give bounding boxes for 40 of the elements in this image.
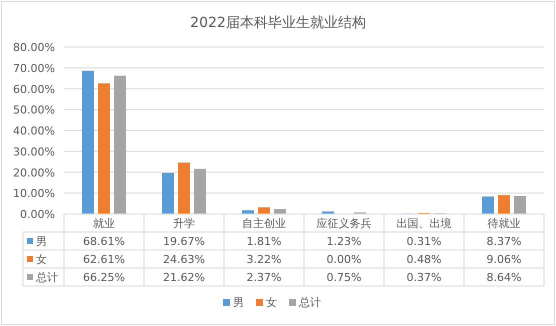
data-label: 8.64% — [486, 271, 522, 284]
data-label: 0.75% — [326, 271, 362, 284]
y-tick-label: 30.00% — [13, 145, 55, 158]
data-label: 0.37% — [406, 271, 442, 284]
data-label: 62.61% — [83, 253, 125, 266]
x-tick-label: 就业 — [93, 217, 115, 230]
y-tick-label: 70.00% — [13, 62, 55, 75]
y-tick-label: 60.00% — [13, 82, 55, 96]
y-tick-label: 80.00% — [13, 41, 55, 54]
data-label: 1.23% — [326, 235, 362, 248]
data-label: 0.00% — [326, 253, 362, 266]
x-tick-label: 升学 — [173, 217, 195, 230]
data-label: 0.31% — [406, 235, 442, 248]
data-label: 9.06% — [486, 253, 522, 266]
y-tick-label: 10.00% — [13, 187, 55, 200]
data-label: 21.62% — [163, 271, 205, 284]
legend-label: 总计 — [35, 271, 58, 284]
y-tick-label: 0.00% — [20, 208, 55, 221]
text: 男 — [233, 296, 244, 309]
y-tick-label: 20.00% — [13, 166, 55, 180]
y-tick-label: 40.00% — [13, 124, 55, 138]
x-tick-label: 出国、出境 — [396, 217, 452, 230]
data-label: 66.25% — [83, 271, 125, 284]
data-label: 19.67% — [163, 235, 205, 248]
text: 总计 — [299, 296, 321, 309]
legend-label: 男 — [36, 235, 47, 248]
data-label: 8.37% — [486, 235, 522, 248]
data-label: 1.81% — [246, 235, 282, 248]
y-tick-label: 50.00% — [13, 104, 55, 117]
x-tick-label: 自主创业 — [242, 217, 286, 230]
data-label: 2.37% — [246, 271, 282, 284]
x-tick-label: 待就业 — [488, 217, 520, 230]
text: 女 — [266, 296, 277, 309]
data-label: 24.63% — [163, 253, 205, 266]
chart-title: 2022届本科毕业生就业结构 — [190, 15, 366, 31]
data-label: 0.48% — [406, 253, 442, 266]
data-label: 3.22% — [246, 253, 282, 266]
data-label: 68.61% — [83, 235, 125, 248]
legend-label: 女 — [36, 253, 47, 266]
x-tick-label: 应征义务兵 — [316, 217, 372, 230]
